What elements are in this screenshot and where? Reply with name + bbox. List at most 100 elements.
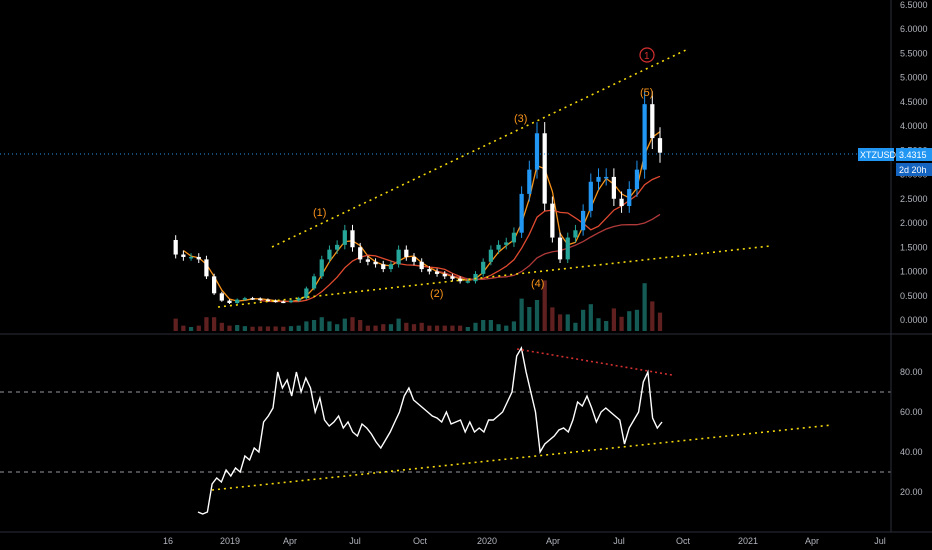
volume-bar [296,325,301,331]
candle-body [258,298,263,301]
candle-body [627,189,632,207]
time-tick-label: 2019 [220,536,240,546]
time-tick-label: Jul [874,536,886,546]
candle-body [388,264,394,270]
rsi-tick-label: 20.00 [900,487,923,497]
time-tick-label: Jul [349,536,361,546]
time-tick-label: 2021 [738,536,758,546]
wave-label-2: (2) [430,288,443,300]
candle-body [381,264,386,270]
candle-body [273,300,278,303]
volume-bar [311,320,317,331]
volume-bar [557,314,563,331]
volume-bar [596,318,601,331]
price-tick-label: 2.0000 [900,218,928,228]
candle-body [350,230,355,248]
candle-body [465,281,470,283]
volume-bar [434,325,440,331]
volume-bar [481,320,486,331]
candle-body [212,276,217,294]
volume-bar [534,300,540,331]
candle-body [181,254,186,257]
candle-body [573,230,578,238]
symbol-tag-label: XTZUSD [860,150,897,160]
volume-bar [258,326,263,331]
candle-body [219,293,224,301]
symbol-tag-box [858,148,894,161]
volume-bar [657,312,663,331]
volume-bar [265,326,271,331]
volume-bar [411,324,417,331]
time-axis[interactable]: 16 2019 Apr Jul Oct 2020 Apr Jul Oct 2021 Apr Jul [163,536,886,546]
time-tick-label: 2020 [477,536,497,546]
candle-body [581,210,586,231]
price-tick-label: 6.5000 [900,0,928,10]
volume-bar [488,320,493,331]
volume-bar [511,321,517,331]
rsi-axis[interactable]: 80.00 60.00 40.00 20.00 [900,367,923,497]
volume-bar [319,317,324,331]
candle-body [281,301,286,304]
rsi-support-trendline[interactable] [211,424,833,491]
volume-bar [181,325,186,331]
time-tick-label: Apr [546,536,560,546]
rsi-divergence-line[interactable] [516,348,673,376]
volume-bar [565,314,570,331]
candle-body [188,256,194,259]
volume-bar [235,325,240,331]
candle-body [611,176,616,199]
circle-wave-marker-icon [639,47,655,63]
time-tick-label: Apr [805,536,819,546]
price-tick-label: 4.0000 [900,121,928,131]
upper-trendline[interactable] [271,49,687,248]
rsi-pane [0,346,891,515]
candle-body [434,271,440,274]
volume-bar [242,326,247,331]
volume-bar [573,322,578,331]
candle-body [588,181,593,211]
volume-bar [473,322,478,331]
price-tick-label: 0.5000 [900,291,928,301]
price-tick-label: 6.0000 [900,24,928,34]
volume-bar [396,318,401,331]
volume-bar [273,326,278,331]
lower-trendline[interactable] [217,245,771,308]
volume-bar [458,325,463,331]
candle-body [235,299,240,304]
candle-body [458,278,463,282]
volume-bar [504,325,509,331]
candle-body [565,237,570,260]
candle-body [319,259,324,277]
volume-bar [327,321,332,331]
candle-body [481,261,486,274]
candle-body [250,298,255,300]
candle-body [488,249,493,262]
volume-bar [288,326,294,331]
volume-bar [465,327,470,331]
candle-body [442,273,447,277]
volume-bar [219,322,224,331]
volume-bar [381,324,386,331]
candle-body [296,298,301,301]
volume-bar [304,321,309,331]
price-tick-label: 1.5000 [900,242,928,252]
time-tick-label: 16 [163,536,173,546]
volume-bar [281,326,286,331]
volume-bar [350,317,355,331]
volume-bar [404,322,409,331]
volume-bar [373,325,378,331]
candle-body [504,242,509,245]
volume-bar [519,298,524,331]
candle-body [657,138,663,153]
candle-body [542,133,547,204]
price-tag-box [896,148,932,161]
candle-body [642,104,647,170]
wave-labels: (1) (2) (3) (4) (5) 1 [313,47,655,300]
volume-bar [365,325,370,331]
candle-body [288,300,294,303]
volume-bar [627,311,632,331]
price-tag-value: 3.4315 [899,150,927,160]
candle-body [519,193,524,233]
